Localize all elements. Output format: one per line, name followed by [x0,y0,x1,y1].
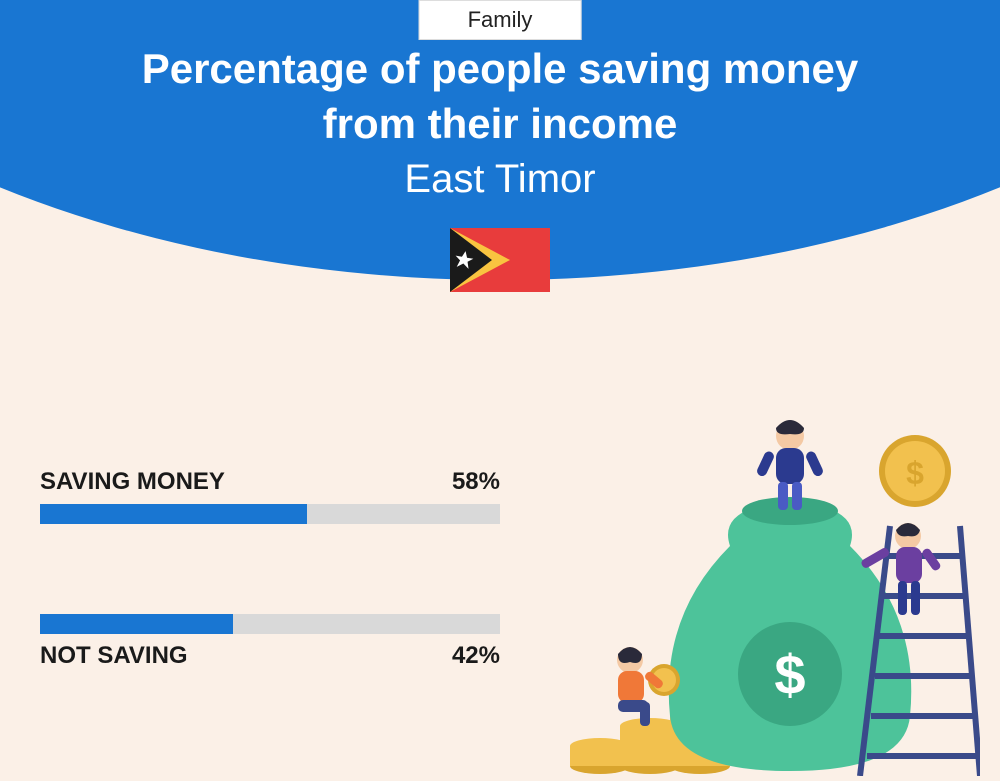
bar-track [40,504,500,524]
category-badge: Family [419,0,582,40]
large-coin-icon: $ [879,435,951,507]
flag-east-timor [450,228,550,292]
person-top-icon [755,420,824,510]
bar-saving: SAVING MONEY 58% [40,468,500,524]
savings-illustration: $ $ [560,416,980,776]
bar-fill [40,614,233,634]
subtitle: East Timor [0,157,1000,202]
bar-value: 42% [452,642,500,670]
title-block: Percentage of people saving money from t… [0,42,1000,202]
svg-text:$: $ [906,455,924,491]
bar-label: NOT SAVING [40,642,188,670]
bar-label: SAVING MONEY [40,468,225,496]
title-line-1: Percentage of people saving money [0,42,1000,97]
title-line-2: from their income [0,97,1000,152]
svg-text:$: $ [774,643,805,706]
bar-value: 58% [452,468,500,496]
bar-fill [40,504,307,524]
bar-not-saving: NOT SAVING 42% [40,614,500,670]
bars-area: SAVING MONEY 58% NOT SAVING 42% [40,468,500,760]
bar-track [40,614,500,634]
